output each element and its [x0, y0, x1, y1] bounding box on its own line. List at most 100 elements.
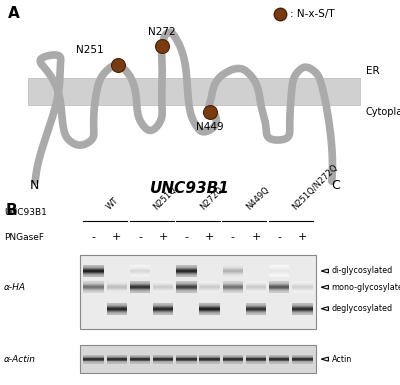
Bar — [130, 270, 150, 271]
Bar — [106, 313, 127, 314]
Bar — [222, 359, 243, 360]
Bar — [106, 355, 127, 356]
Bar — [246, 309, 266, 310]
Bar — [292, 362, 313, 363]
Bar — [222, 292, 243, 293]
Bar — [176, 291, 197, 292]
Bar — [106, 285, 127, 286]
Bar — [153, 310, 174, 311]
Bar — [176, 270, 197, 271]
Bar — [176, 356, 197, 357]
Bar — [106, 287, 127, 288]
Bar — [292, 281, 313, 282]
Bar — [222, 270, 243, 271]
Bar — [106, 359, 127, 360]
Bar — [83, 281, 104, 282]
Bar — [246, 361, 266, 362]
Bar — [176, 268, 197, 269]
Bar — [292, 286, 313, 287]
Bar — [269, 275, 290, 276]
Bar — [83, 355, 104, 356]
Bar — [292, 359, 313, 360]
Bar — [130, 272, 150, 273]
Bar — [292, 303, 313, 304]
Bar — [222, 357, 243, 358]
Bar — [83, 273, 104, 274]
Bar — [153, 286, 174, 287]
Bar — [130, 359, 150, 360]
Bar — [269, 355, 290, 356]
Bar — [222, 363, 243, 364]
Bar — [222, 358, 243, 359]
Text: N: N — [29, 179, 39, 192]
Bar — [153, 307, 174, 308]
Text: -: - — [138, 232, 142, 242]
Bar — [130, 268, 150, 269]
Bar — [106, 361, 127, 362]
Bar — [222, 360, 243, 361]
Bar — [222, 269, 243, 270]
Bar — [83, 271, 104, 272]
Text: N449Q: N449Q — [244, 184, 271, 211]
Bar — [269, 286, 290, 287]
Bar — [292, 356, 313, 357]
Bar — [269, 363, 290, 364]
Bar — [292, 292, 313, 293]
Bar — [222, 287, 243, 288]
Bar — [83, 292, 104, 293]
Bar — [28, 78, 360, 105]
Bar — [106, 305, 127, 306]
Text: N272Q: N272Q — [198, 184, 225, 211]
Bar — [222, 355, 243, 356]
Bar — [292, 290, 313, 291]
Text: +: + — [298, 232, 307, 242]
Bar — [83, 358, 104, 359]
Text: N251: N251 — [76, 45, 104, 55]
Bar — [130, 362, 150, 363]
Bar — [222, 281, 243, 282]
Bar — [83, 269, 104, 270]
Bar — [246, 304, 266, 305]
Bar — [246, 289, 266, 290]
Bar — [199, 304, 220, 305]
Bar — [106, 303, 127, 304]
Bar — [153, 287, 174, 288]
Bar — [199, 309, 220, 310]
Bar — [153, 355, 174, 356]
Bar — [269, 282, 290, 283]
Bar — [130, 276, 150, 277]
Bar — [153, 283, 174, 284]
Bar — [153, 313, 174, 314]
Bar — [269, 287, 290, 288]
Text: N251Q/N272Q: N251Q/N272Q — [291, 162, 340, 211]
Bar — [153, 304, 174, 305]
Bar — [199, 357, 220, 358]
Bar — [176, 292, 197, 293]
Bar — [199, 305, 220, 306]
Bar — [176, 359, 197, 360]
Bar — [130, 289, 150, 290]
Bar — [292, 314, 313, 315]
Bar — [176, 269, 197, 270]
Bar — [106, 290, 127, 291]
Bar — [130, 283, 150, 284]
Bar — [106, 362, 127, 363]
Bar — [153, 305, 174, 306]
Bar — [199, 286, 220, 287]
Bar — [199, 282, 220, 283]
Bar — [176, 283, 197, 284]
Bar — [269, 273, 290, 274]
Bar — [83, 274, 104, 275]
Bar — [106, 311, 127, 313]
Bar — [199, 291, 220, 292]
Bar — [83, 266, 104, 267]
Bar — [130, 355, 150, 356]
Bar — [199, 289, 220, 290]
Bar — [199, 306, 220, 307]
Bar — [130, 285, 150, 286]
Bar — [176, 282, 197, 283]
Bar — [153, 359, 174, 360]
Bar — [83, 289, 104, 290]
Bar — [269, 268, 290, 269]
Bar — [199, 288, 220, 289]
